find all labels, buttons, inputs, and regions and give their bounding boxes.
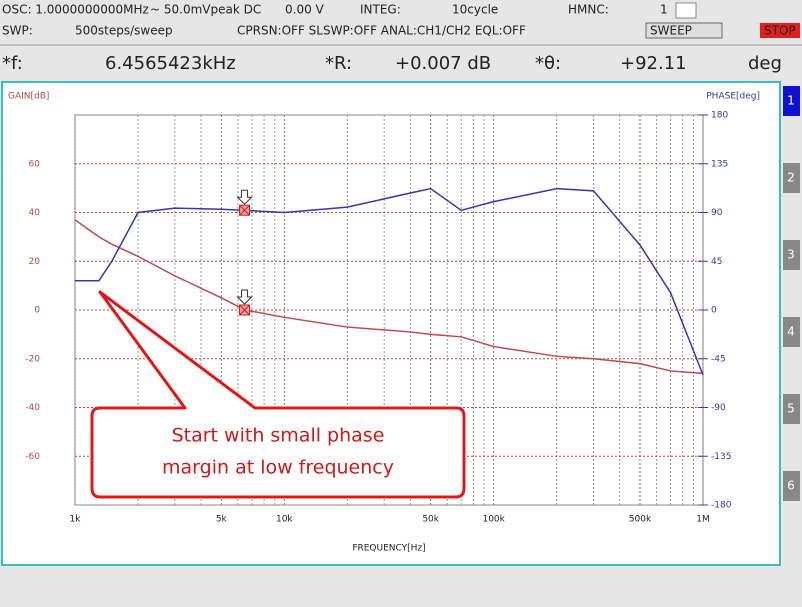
x-tick-label: 500k xyxy=(629,515,652,525)
line-phase xyxy=(75,187,704,376)
tab-label: 6 xyxy=(787,479,795,493)
readout: +0.007 dB xyxy=(395,53,491,74)
readout: *f: xyxy=(2,53,23,74)
status-text: 10cycle xyxy=(452,3,498,17)
readout: deg xyxy=(748,53,782,74)
annotation-text: margin at low frequency xyxy=(162,457,394,479)
stop-label: STOP xyxy=(764,24,796,38)
readout: 6.4565423kHz xyxy=(105,53,236,74)
stop-button xyxy=(760,23,800,38)
y2-tick-label: 45 xyxy=(711,257,722,267)
y2-tick-label: 0 xyxy=(711,306,717,316)
y-tick-label: -20 xyxy=(25,354,40,364)
status-text: 500steps/sweep xyxy=(75,24,173,38)
x-tick-label: 100k xyxy=(482,515,505,525)
y-tick-label: -40 xyxy=(25,403,40,413)
y2-tick-label: -90 xyxy=(711,403,726,413)
x-tick-label: 10k xyxy=(276,515,293,525)
sweep-button xyxy=(645,22,723,39)
tab xyxy=(783,240,800,270)
y2-tick-label: 90 xyxy=(711,208,723,218)
tab-label: 2 xyxy=(787,171,795,185)
cursor-arrow xyxy=(236,289,253,305)
tab xyxy=(783,394,800,424)
y2-tick-label: -180 xyxy=(711,501,732,511)
y-axis-label: GAIN[dB] xyxy=(8,92,49,102)
y2-tick-label: 180 xyxy=(711,111,728,121)
line-gain xyxy=(74,219,704,375)
tab-label: 3 xyxy=(787,248,795,262)
y-tick-label: 20 xyxy=(29,257,41,267)
cursor-cross xyxy=(239,304,250,316)
x-tick-label: 5k xyxy=(216,515,228,525)
hmnc-box xyxy=(675,2,697,19)
status-text: OSC: 1.0000000000MHz xyxy=(2,3,149,17)
tab-label: 5 xyxy=(787,402,795,416)
tab xyxy=(783,163,800,193)
x-tick-label: 50k xyxy=(422,515,439,525)
status-text: 1 xyxy=(660,3,668,17)
y2-tick-label: -45 xyxy=(711,354,726,364)
y-tick-label: 40 xyxy=(29,208,41,218)
status-text: SWEEP xyxy=(650,24,692,38)
status-text: ~ 50.0mVpeak DC xyxy=(150,3,261,17)
annotation-text: Start with small phase xyxy=(172,425,385,447)
readout: *θ: xyxy=(535,53,561,74)
x-axis-label: FREQUENCY[Hz] xyxy=(352,544,425,554)
tab-label: 1 xyxy=(787,94,795,108)
x-tick-label: 1k xyxy=(70,515,82,525)
readout: +92.11 xyxy=(620,53,687,74)
y-tick-label: 60 xyxy=(29,159,41,169)
tab xyxy=(783,317,800,347)
y2-axis-label: PHASE[deg] xyxy=(706,92,760,102)
status-text: HMNC: xyxy=(568,3,609,17)
y2-tick-label: -135 xyxy=(711,452,731,462)
status-text: CPRSN:OFF SLSWP:OFF ANAL:CH1/CH2 EQL:OFF xyxy=(237,24,526,38)
y-tick-label: 0 xyxy=(34,306,40,316)
tab xyxy=(783,86,800,116)
tab xyxy=(783,471,800,501)
tab-label: 4 xyxy=(787,325,795,339)
y2-tick-label: 135 xyxy=(711,159,728,169)
cursor-arrow xyxy=(236,189,253,205)
status-text: SWP: xyxy=(2,24,33,38)
y-tick-label: -60 xyxy=(25,452,40,462)
x-tick-label: 1M xyxy=(696,515,710,525)
cursor-cross xyxy=(239,204,250,216)
status-text: 0.00 V xyxy=(285,3,325,17)
readout: *R: xyxy=(325,53,352,74)
status-text: INTEG: xyxy=(360,3,401,17)
annotation-callout xyxy=(90,290,466,499)
